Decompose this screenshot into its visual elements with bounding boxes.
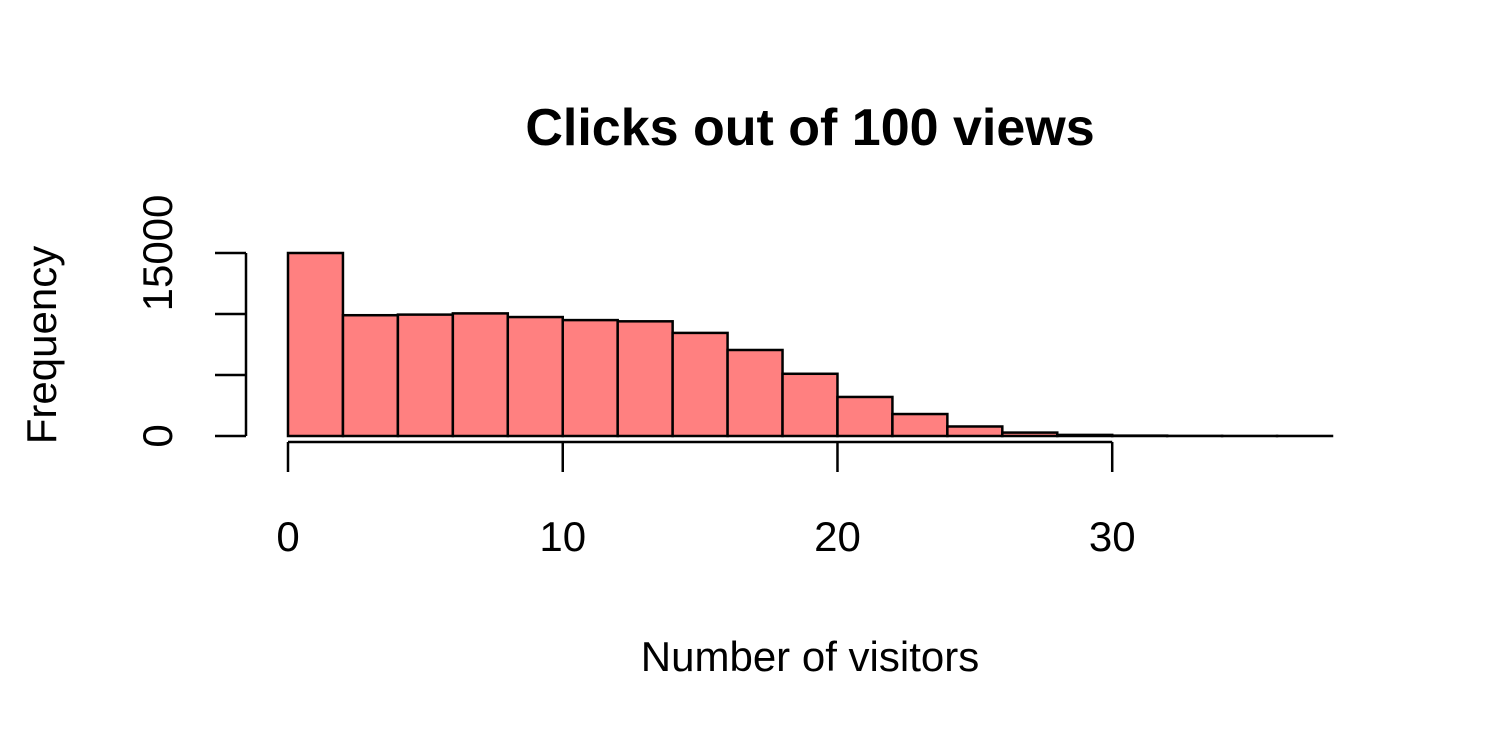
x-tick-label: 20 <box>814 513 861 560</box>
histogram-bar <box>288 253 343 436</box>
x-tick-label: 10 <box>539 513 586 560</box>
bars-group <box>288 253 1332 436</box>
histogram-bar <box>947 426 1002 436</box>
histogram-bar <box>618 321 673 436</box>
histogram-bar <box>1057 435 1112 436</box>
histogram-bar <box>398 315 453 436</box>
histogram-bar <box>453 313 508 436</box>
histogram-bar <box>783 374 838 436</box>
x-tick-label: 30 <box>1089 513 1136 560</box>
y-tick-label: 15000 <box>134 195 181 312</box>
x-axis: 0 10 20 30 <box>276 442 1135 560</box>
histogram-bar <box>673 333 728 436</box>
y-axis-label: Frequency <box>18 246 65 444</box>
y-tick-label: 0 <box>134 424 181 447</box>
histogram-bar <box>343 315 398 436</box>
chart-title: Clicks out of 100 views <box>525 99 1094 157</box>
x-axis-label: Number of visitors <box>641 633 979 680</box>
y-axis: 0 15000 <box>134 195 246 448</box>
histogram-bar <box>728 350 783 436</box>
histogram-bar <box>1002 433 1057 436</box>
histogram-bar <box>563 320 618 436</box>
histogram-bar <box>892 414 947 436</box>
histogram-bar <box>508 317 563 436</box>
histogram-bar <box>837 397 892 436</box>
x-tick-label: 0 <box>276 513 299 560</box>
